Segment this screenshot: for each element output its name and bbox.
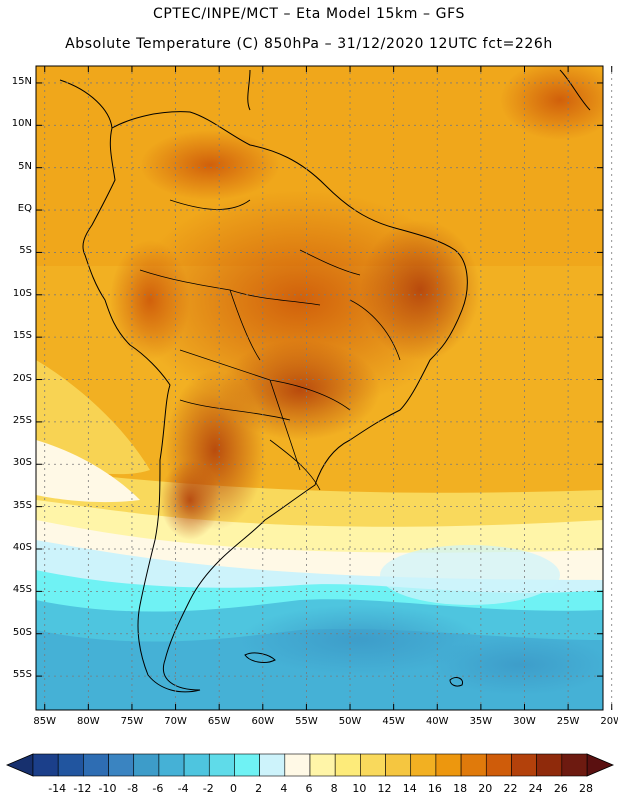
colorbar-label: 4	[280, 782, 288, 795]
colorbar-label: -12	[73, 782, 92, 795]
lat-label: 5S	[19, 245, 32, 257]
colorbar-swatch	[32, 753, 59, 777]
lon-label: 85W	[33, 716, 57, 727]
colorbar-over-arrow	[586, 753, 615, 777]
colorbar-swatch	[309, 753, 336, 777]
lon-label: 60W	[251, 716, 275, 727]
colorbar-swatch	[133, 753, 160, 777]
colorbar-label: -2	[202, 782, 214, 795]
lat-label: EQ	[17, 203, 32, 215]
colorbar-swatch	[208, 753, 235, 777]
temperature-field	[36, 66, 603, 710]
colorbar-swatch	[334, 753, 361, 777]
colorbar-swatch	[536, 753, 563, 777]
colorbar-under-arrow	[5, 753, 34, 777]
colorbar-label: -14	[48, 782, 67, 795]
colorbar-label: -4	[177, 782, 189, 795]
colorbar-swatch	[108, 753, 135, 777]
lon-label: 20W	[600, 716, 618, 727]
colorbar-swatch	[435, 753, 462, 777]
map-frame	[35, 65, 604, 711]
lon-label: 75W	[120, 716, 144, 727]
lat-label: 10S	[12, 287, 32, 299]
lat-label: 25S	[12, 414, 32, 426]
axis-ticks	[36, 66, 613, 710]
coastline	[59, 69, 591, 693]
lon-label: 25W	[556, 716, 580, 727]
colorbar-label: 8	[330, 782, 338, 795]
colorbar-swatch	[183, 753, 210, 777]
lon-label: 70W	[164, 716, 187, 727]
colorbar-swatch	[410, 753, 437, 777]
colorbar-swatch	[360, 753, 386, 777]
lat-label: 45S	[12, 584, 32, 596]
colorbar-swatch	[57, 753, 84, 777]
lon-label: 40W	[425, 716, 449, 727]
colorbar-swatch	[511, 753, 537, 777]
colorbar-swatch	[259, 753, 286, 777]
lon-label: 35W	[469, 716, 493, 727]
colorbar-swatch	[485, 753, 512, 777]
map-subtitle: Absolute Temperature (C) 850hPa – 31/12/…	[65, 36, 553, 52]
colorbar-label: 22	[503, 782, 518, 795]
lat-label: 15N	[11, 75, 32, 87]
colorbar-label: -6	[152, 782, 164, 795]
lon-label: 50W	[338, 716, 362, 727]
colorbar-label: 14	[402, 782, 417, 795]
lat-label: 5N	[18, 160, 32, 172]
colorbar-label: -8	[127, 782, 139, 795]
colorbar-label: -10	[98, 782, 117, 795]
colorbar-swatch	[83, 753, 109, 777]
colorbar-swatch	[561, 753, 588, 777]
lat-label: 15S	[12, 330, 32, 342]
lon-label: 65W	[207, 716, 231, 727]
lat-label: 50S	[12, 626, 32, 638]
lat-label: 35S	[12, 499, 32, 511]
map-title: CPTEC/INPE/MCT – Eta Model 15km – GFS	[152, 6, 466, 22]
colorbar-swatch	[385, 753, 412, 777]
colorbar-swatch	[460, 753, 487, 777]
colorbar-label: 18	[453, 782, 468, 795]
lon-label: 80W	[77, 716, 100, 727]
colorbar-label: 6	[305, 782, 313, 795]
colorbar-label: 10	[352, 782, 367, 795]
lat-label: 20S	[12, 372, 32, 384]
colorbar-label: 28	[579, 782, 593, 795]
lat-label: 40S	[12, 542, 32, 553]
lon-label: 55W	[295, 716, 318, 727]
colorbar-label: 20	[478, 782, 493, 795]
colorbar-label: 12	[377, 782, 392, 795]
lat-label: 30S	[12, 457, 32, 469]
colorbar-label: 26	[553, 782, 568, 795]
colorbar-swatch	[158, 753, 185, 777]
graticule	[36, 66, 613, 710]
colorbar-label: 2	[255, 782, 263, 795]
colorbar-label: 24	[528, 782, 543, 795]
lon-label: 30W	[513, 716, 536, 727]
lat-label: 10N	[11, 118, 32, 130]
lat-label: 55S	[12, 669, 32, 681]
colorbar-swatch	[234, 753, 260, 777]
colorbar	[5, 753, 615, 777]
colorbar-label: 0	[229, 782, 237, 795]
colorbar-swatch	[284, 753, 311, 777]
lon-label: 45W	[382, 716, 405, 727]
colorbar-label: 16	[427, 782, 442, 795]
country-borders	[139, 199, 401, 491]
